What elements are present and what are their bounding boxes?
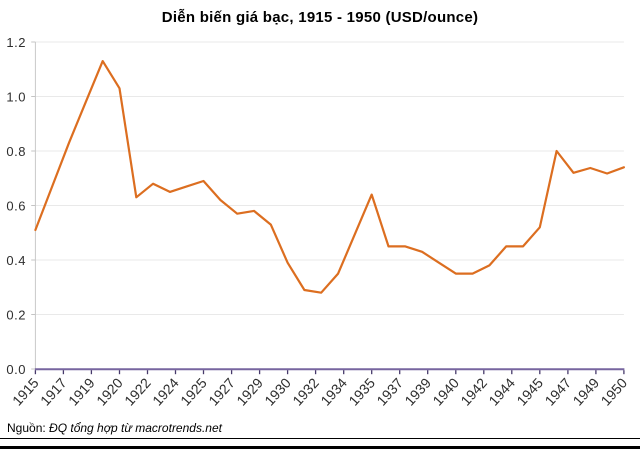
svg-text:1945: 1945 (513, 375, 546, 409)
svg-text:1947: 1947 (541, 375, 574, 409)
svg-text:1930: 1930 (261, 375, 294, 409)
svg-text:1937: 1937 (373, 375, 406, 409)
svg-text:1924: 1924 (149, 375, 182, 409)
svg-text:1935: 1935 (345, 375, 378, 409)
svg-text:1942: 1942 (457, 375, 490, 409)
svg-text:0.4: 0.4 (6, 253, 26, 268)
svg-text:1939: 1939 (401, 375, 434, 409)
svg-text:0.8: 0.8 (6, 144, 26, 159)
svg-text:1949: 1949 (569, 375, 602, 409)
svg-text:1944: 1944 (485, 375, 518, 409)
svg-text:1922: 1922 (121, 375, 154, 409)
svg-text:1.2: 1.2 (6, 35, 26, 50)
svg-text:1915: 1915 (9, 375, 42, 409)
svg-text:0.2: 0.2 (6, 308, 26, 323)
svg-text:1925: 1925 (177, 375, 210, 409)
svg-text:1932: 1932 (289, 375, 322, 409)
svg-text:1934: 1934 (317, 375, 350, 409)
svg-text:1917: 1917 (37, 375, 70, 409)
svg-text:1950: 1950 (597, 375, 630, 409)
svg-text:1940: 1940 (429, 375, 462, 409)
svg-text:0.6: 0.6 (6, 199, 26, 214)
svg-text:1929: 1929 (233, 375, 266, 409)
svg-text:0.0: 0.0 (6, 362, 26, 377)
svg-text:1919: 1919 (65, 375, 98, 409)
svg-text:1.0: 1.0 (6, 90, 26, 105)
svg-text:1920: 1920 (93, 375, 126, 409)
svg-text:1927: 1927 (205, 375, 238, 409)
